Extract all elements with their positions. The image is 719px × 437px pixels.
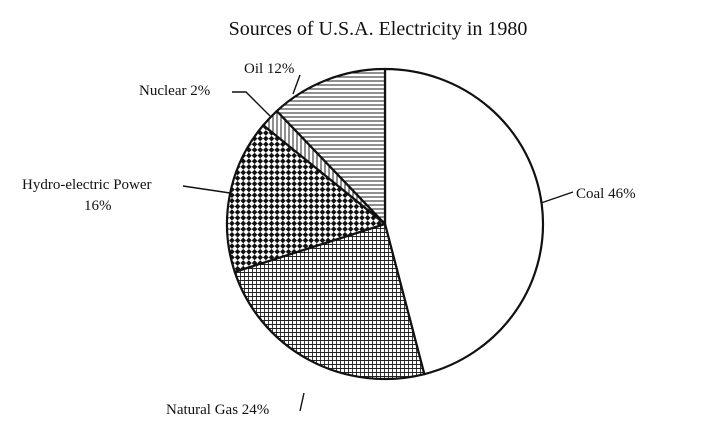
chart-title: Sources of U.S.A. Electricity in 1980 bbox=[229, 18, 528, 40]
label-coal: Coal 46% bbox=[576, 186, 636, 202]
leader-hydro bbox=[182, 185, 231, 194]
slice-natural-gas bbox=[233, 222, 426, 381]
leader-nuclear bbox=[232, 91, 271, 117]
label-nuclear: Nuclear 2% bbox=[139, 83, 210, 99]
leader-coal bbox=[540, 191, 574, 204]
pie-slices bbox=[225, 67, 545, 381]
label-oil: Oil 12% bbox=[244, 61, 294, 77]
leader-oil bbox=[292, 74, 301, 95]
slice-hydro-electric-power bbox=[225, 124, 387, 273]
slice-coal bbox=[383, 67, 545, 376]
label-natural-gas: Natural Gas 24% bbox=[166, 402, 269, 418]
label-hydro-line-2: 16% bbox=[84, 198, 112, 214]
leader-natural-gas bbox=[299, 392, 305, 412]
slice-oil bbox=[275, 67, 387, 226]
label-hydro-line-1: Hydro-electric Power bbox=[22, 177, 152, 193]
